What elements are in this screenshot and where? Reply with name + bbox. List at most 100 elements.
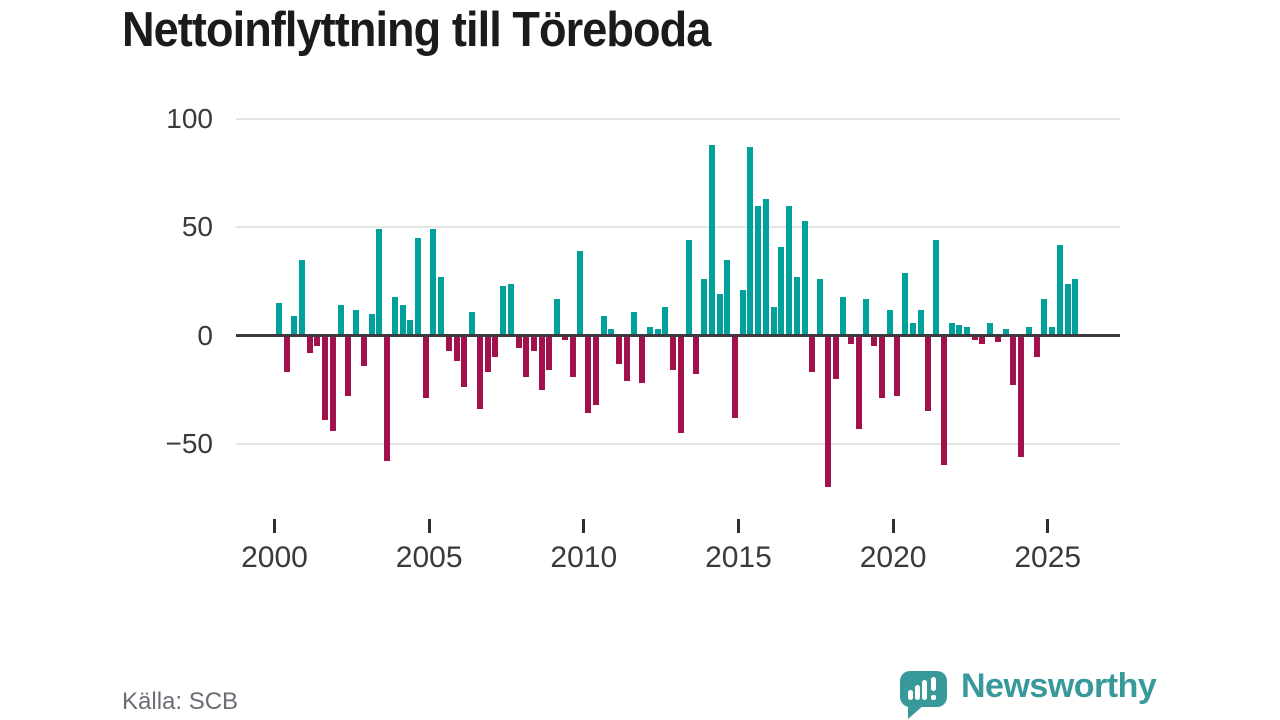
x-axis-label-2000: 2000 (241, 541, 308, 574)
bar-quarter-6 (322, 335, 329, 420)
x-axis-tick-2020 (891, 519, 895, 533)
bar-quarter-63 (762, 199, 769, 336)
bar-quarter-53 (685, 240, 692, 336)
logo-exclamation-dot (931, 695, 936, 700)
bar-quarter-0 (275, 303, 282, 336)
bar-quarter-56 (708, 144, 715, 336)
bar-quarter-40 (585, 335, 592, 414)
x-axis-label-2005: 2005 (395, 541, 463, 574)
bar-quarter-12 (368, 313, 375, 336)
bar-quarter-38 (569, 335, 576, 377)
bar-quarter-29 (500, 285, 507, 336)
bar-quarter-87 (948, 322, 955, 336)
y-axis-label: 0 (197, 319, 213, 351)
bar-quarter-14 (384, 335, 391, 462)
bar-quarter-11 (360, 335, 367, 366)
bar-quarter-24 (461, 335, 468, 388)
y-axis-label: −50 (165, 427, 214, 459)
bar-quarter-75 (855, 335, 862, 429)
newsworthy-logo-icon (900, 671, 947, 707)
bar-quarter-76 (863, 298, 870, 336)
bar-quarter-42 (600, 316, 607, 336)
bar-quarter-103 (1072, 279, 1079, 336)
x-axis-tick-2005 (427, 519, 431, 533)
source-label: Källa: SCB (122, 688, 239, 715)
bar-quarter-31 (515, 335, 522, 349)
bar-quarter-13 (376, 229, 383, 336)
bar-quarter-71 (824, 335, 831, 488)
bar-quarter-70 (817, 279, 824, 336)
bar-quarter-68 (801, 220, 808, 336)
bar-quarter-94 (1002, 329, 1009, 336)
bar-quarter-102 (1064, 283, 1071, 336)
bar-quarter-45 (623, 335, 630, 381)
bar-quarter-8 (337, 305, 344, 336)
bar-quarter-97 (1025, 326, 1032, 336)
bar-quarter-59 (732, 335, 739, 418)
bar-quarter-54 (693, 335, 700, 375)
bar-quarter-23 (453, 335, 460, 362)
x-axis-tick-2010 (582, 519, 586, 533)
y-axis-label: 50 (181, 211, 213, 243)
bar-quarter-27 (484, 335, 491, 373)
bar-quarter-78 (878, 335, 885, 399)
gridline-100 (236, 118, 1120, 120)
bar-quarter-1 (283, 335, 290, 373)
bar-quarter-61 (747, 147, 754, 336)
bar-quarter-36 (554, 298, 561, 336)
bar-quarter-62 (755, 205, 762, 336)
bar-quarter-66 (786, 205, 793, 336)
bar-quarter-77 (871, 335, 878, 347)
bar-quarter-85 (933, 240, 940, 336)
bar-quarter-72 (832, 335, 839, 379)
x-axis-tick-2000 (273, 519, 276, 533)
bar-quarter-101 (1056, 244, 1063, 336)
bar-quarter-49 (654, 329, 661, 336)
bar-quarter-93 (994, 335, 1001, 342)
chart-title: Nettoinflyttning till Töreboda (122, 3, 711, 57)
bar-quarter-96 (1018, 335, 1025, 457)
bar-quarter-48 (646, 326, 653, 336)
bar-quarter-52 (677, 335, 684, 433)
bar-quarter-30 (507, 283, 514, 336)
bar-quarter-7 (329, 335, 336, 431)
bar-quarter-17 (407, 320, 414, 336)
bar-quarter-35 (546, 335, 553, 371)
bar-quarter-5 (314, 335, 321, 347)
x-axis-zero-line (236, 334, 1120, 337)
bar-quarter-88 (956, 324, 963, 336)
bar-quarter-33 (530, 335, 537, 351)
x-axis-label-2015: 2015 (705, 541, 772, 574)
bar-quarter-26 (476, 335, 483, 410)
gridline-−50 (236, 442, 1120, 445)
bar-quarter-57 (716, 294, 723, 336)
bar-quarter-4 (306, 335, 313, 353)
newsworthy-logo-tail (908, 705, 924, 719)
bar-quarter-2 (291, 316, 298, 336)
bar-quarter-39 (577, 251, 584, 336)
bar-quarter-32 (523, 335, 530, 377)
bar-quarter-21 (438, 277, 445, 336)
bar-quarter-15 (391, 296, 398, 336)
bar-quarter-43 (608, 329, 615, 336)
bar-quarter-58 (724, 259, 731, 336)
bar-quarter-50 (662, 307, 669, 336)
bar-quarter-22 (445, 335, 452, 351)
bar-quarter-19 (422, 335, 429, 399)
bar-quarter-69 (809, 335, 816, 373)
bar-quarter-37 (561, 335, 568, 340)
bar-quarter-79 (886, 309, 893, 336)
bar-quarter-90 (971, 335, 978, 340)
bar-quarter-83 (917, 309, 924, 336)
y-axis-label: 100 (166, 103, 213, 134)
bar-quarter-95 (1010, 335, 1017, 386)
bar-quarter-73 (840, 296, 847, 336)
x-axis-label-2025: 2025 (1014, 541, 1082, 574)
bar-quarter-10 (353, 309, 360, 336)
bar-quarter-9 (345, 335, 352, 397)
bar-quarter-28 (492, 335, 499, 358)
bar-quarter-18 (414, 238, 421, 336)
bar-quarter-3 (298, 259, 305, 336)
bar-quarter-84 (925, 335, 932, 412)
